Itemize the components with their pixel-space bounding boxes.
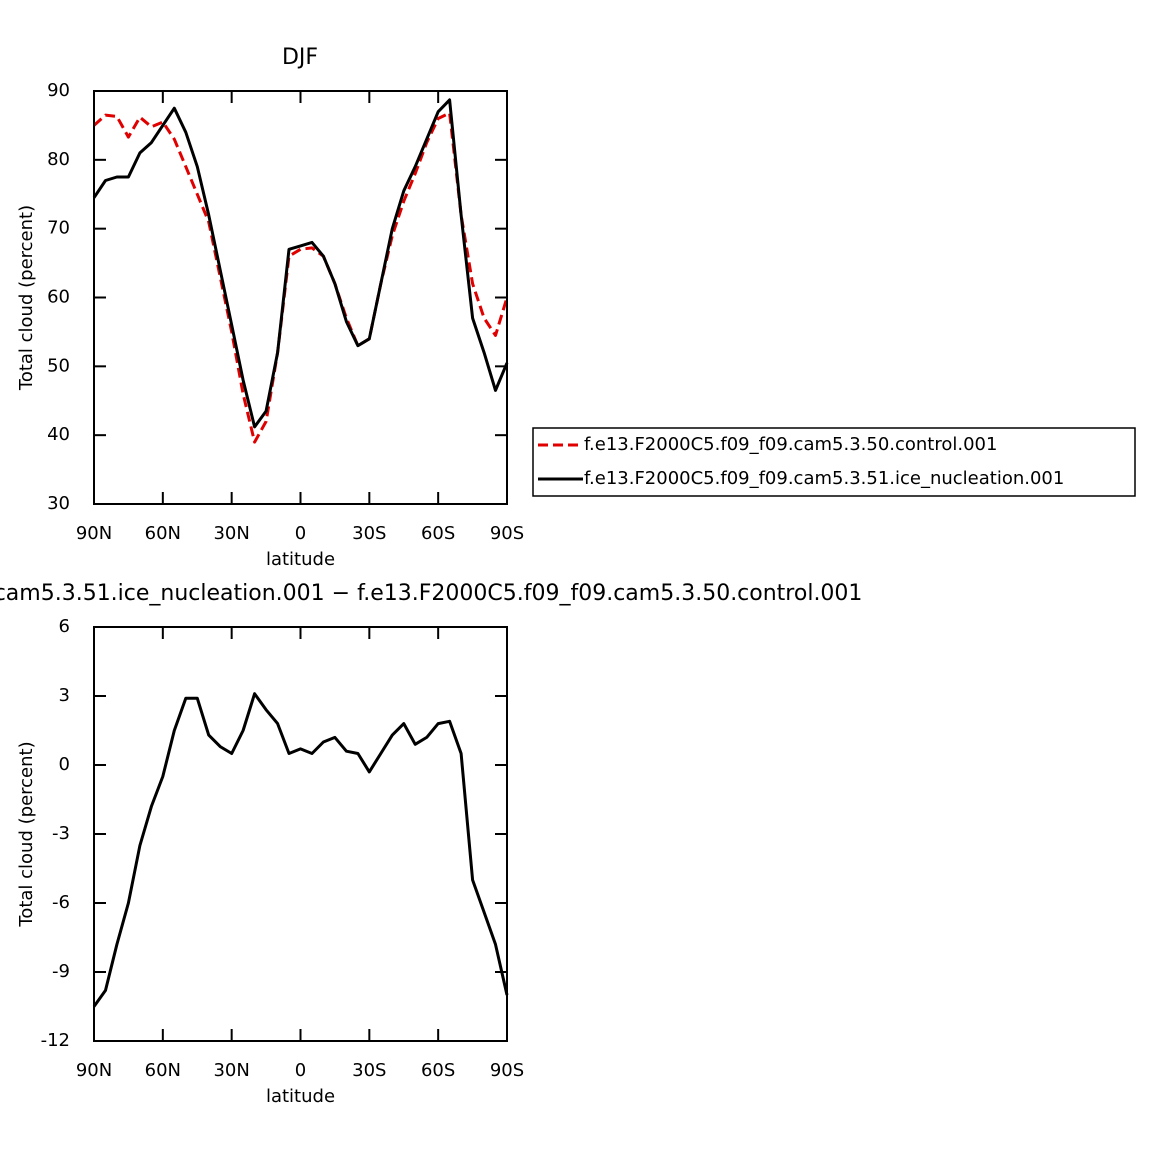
y-tick-label: 50 <box>47 355 70 376</box>
y-axis-label: Total cloud (percent) <box>16 741 37 927</box>
data-line <box>92 692 509 1008</box>
x-tick-label: 60S <box>421 1060 455 1081</box>
data-line <box>92 98 509 429</box>
x-tick-label: 90N <box>76 1060 112 1081</box>
y-tick-label: -9 <box>52 961 70 982</box>
legend-box <box>532 427 1136 497</box>
data-line <box>92 111 509 444</box>
x-tick-label: 60N <box>145 1060 181 1081</box>
y-tick-label: 60 <box>47 287 70 308</box>
y-tick-label: 40 <box>47 424 70 445</box>
x-tick-label: 60S <box>421 523 455 544</box>
legend-label: f.e13.F2000C5.f09_f09.cam5.3.51.ice_nucl… <box>584 468 1064 489</box>
y-tick-label: 3 <box>59 685 70 706</box>
y-tick-label: 90 <box>47 80 70 101</box>
y-tick-label: -3 <box>52 823 70 844</box>
legend-label: f.e13.F2000C5.f09_f09.cam5.3.50.control.… <box>584 434 997 455</box>
y-tick-label: 6 <box>59 616 70 637</box>
chart-title: f.e13.F2000C5.f09_f09.cam5.3.51.ice_nucl… <box>0 581 862 606</box>
x-tick-label: 30S <box>352 1060 386 1081</box>
plot-frame <box>93 90 508 505</box>
x-tick-label: 0 <box>295 523 306 544</box>
y-tick-label: 80 <box>47 149 70 170</box>
x-axis-label: latitude <box>266 549 335 570</box>
x-tick-label: 90S <box>490 1060 524 1081</box>
x-tick-label: 30N <box>213 523 249 544</box>
y-tick-label: 30 <box>47 493 70 514</box>
y-tick-label: 70 <box>47 218 70 239</box>
x-tick-label: 30N <box>213 1060 249 1081</box>
x-tick-label: 90S <box>490 523 524 544</box>
x-tick-label: 0 <box>295 1060 306 1081</box>
x-tick-label: 30S <box>352 523 386 544</box>
y-tick-label: -6 <box>52 892 70 913</box>
x-axis-label: latitude <box>266 1086 335 1107</box>
chart-title: DJF <box>282 45 318 70</box>
y-tick-label: 0 <box>59 754 70 775</box>
x-tick-label: 90N <box>76 523 112 544</box>
plot-frame <box>93 626 508 1042</box>
x-tick-label: 60N <box>145 523 181 544</box>
y-axis-label: Total cloud (percent) <box>16 205 37 391</box>
y-tick-label: -12 <box>41 1030 70 1051</box>
